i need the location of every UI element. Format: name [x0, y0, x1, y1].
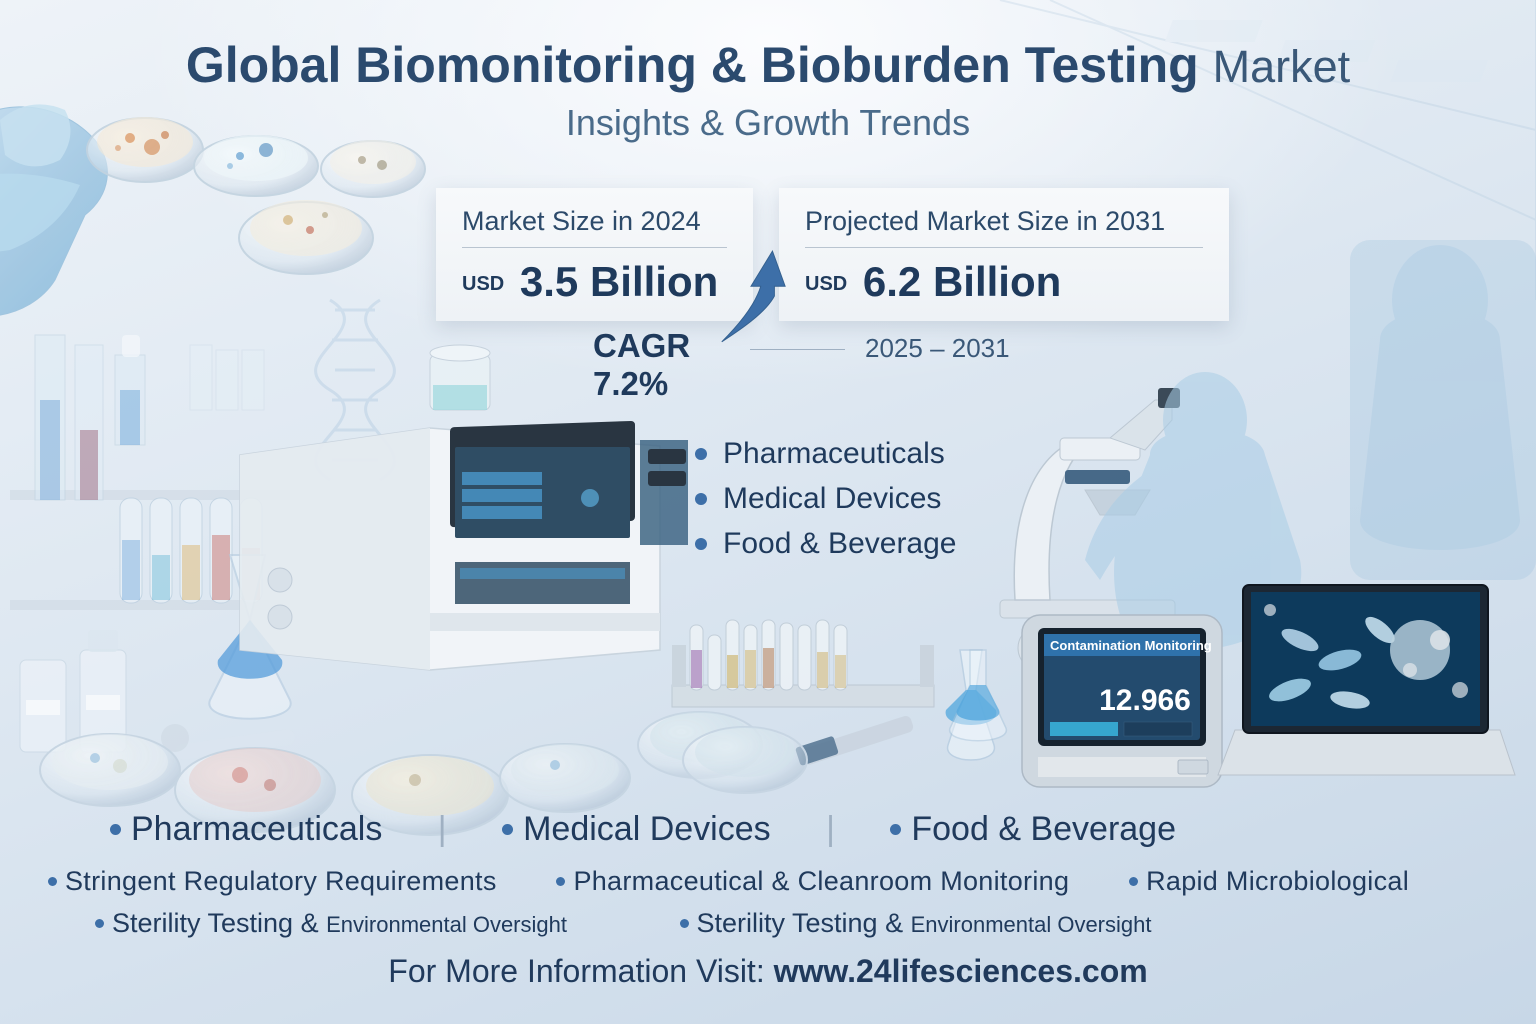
svg-text:12.966: 12.966 [1099, 684, 1191, 717]
svg-text:Contamination Monitoring: Contamination Monitoring [1050, 638, 1212, 653]
